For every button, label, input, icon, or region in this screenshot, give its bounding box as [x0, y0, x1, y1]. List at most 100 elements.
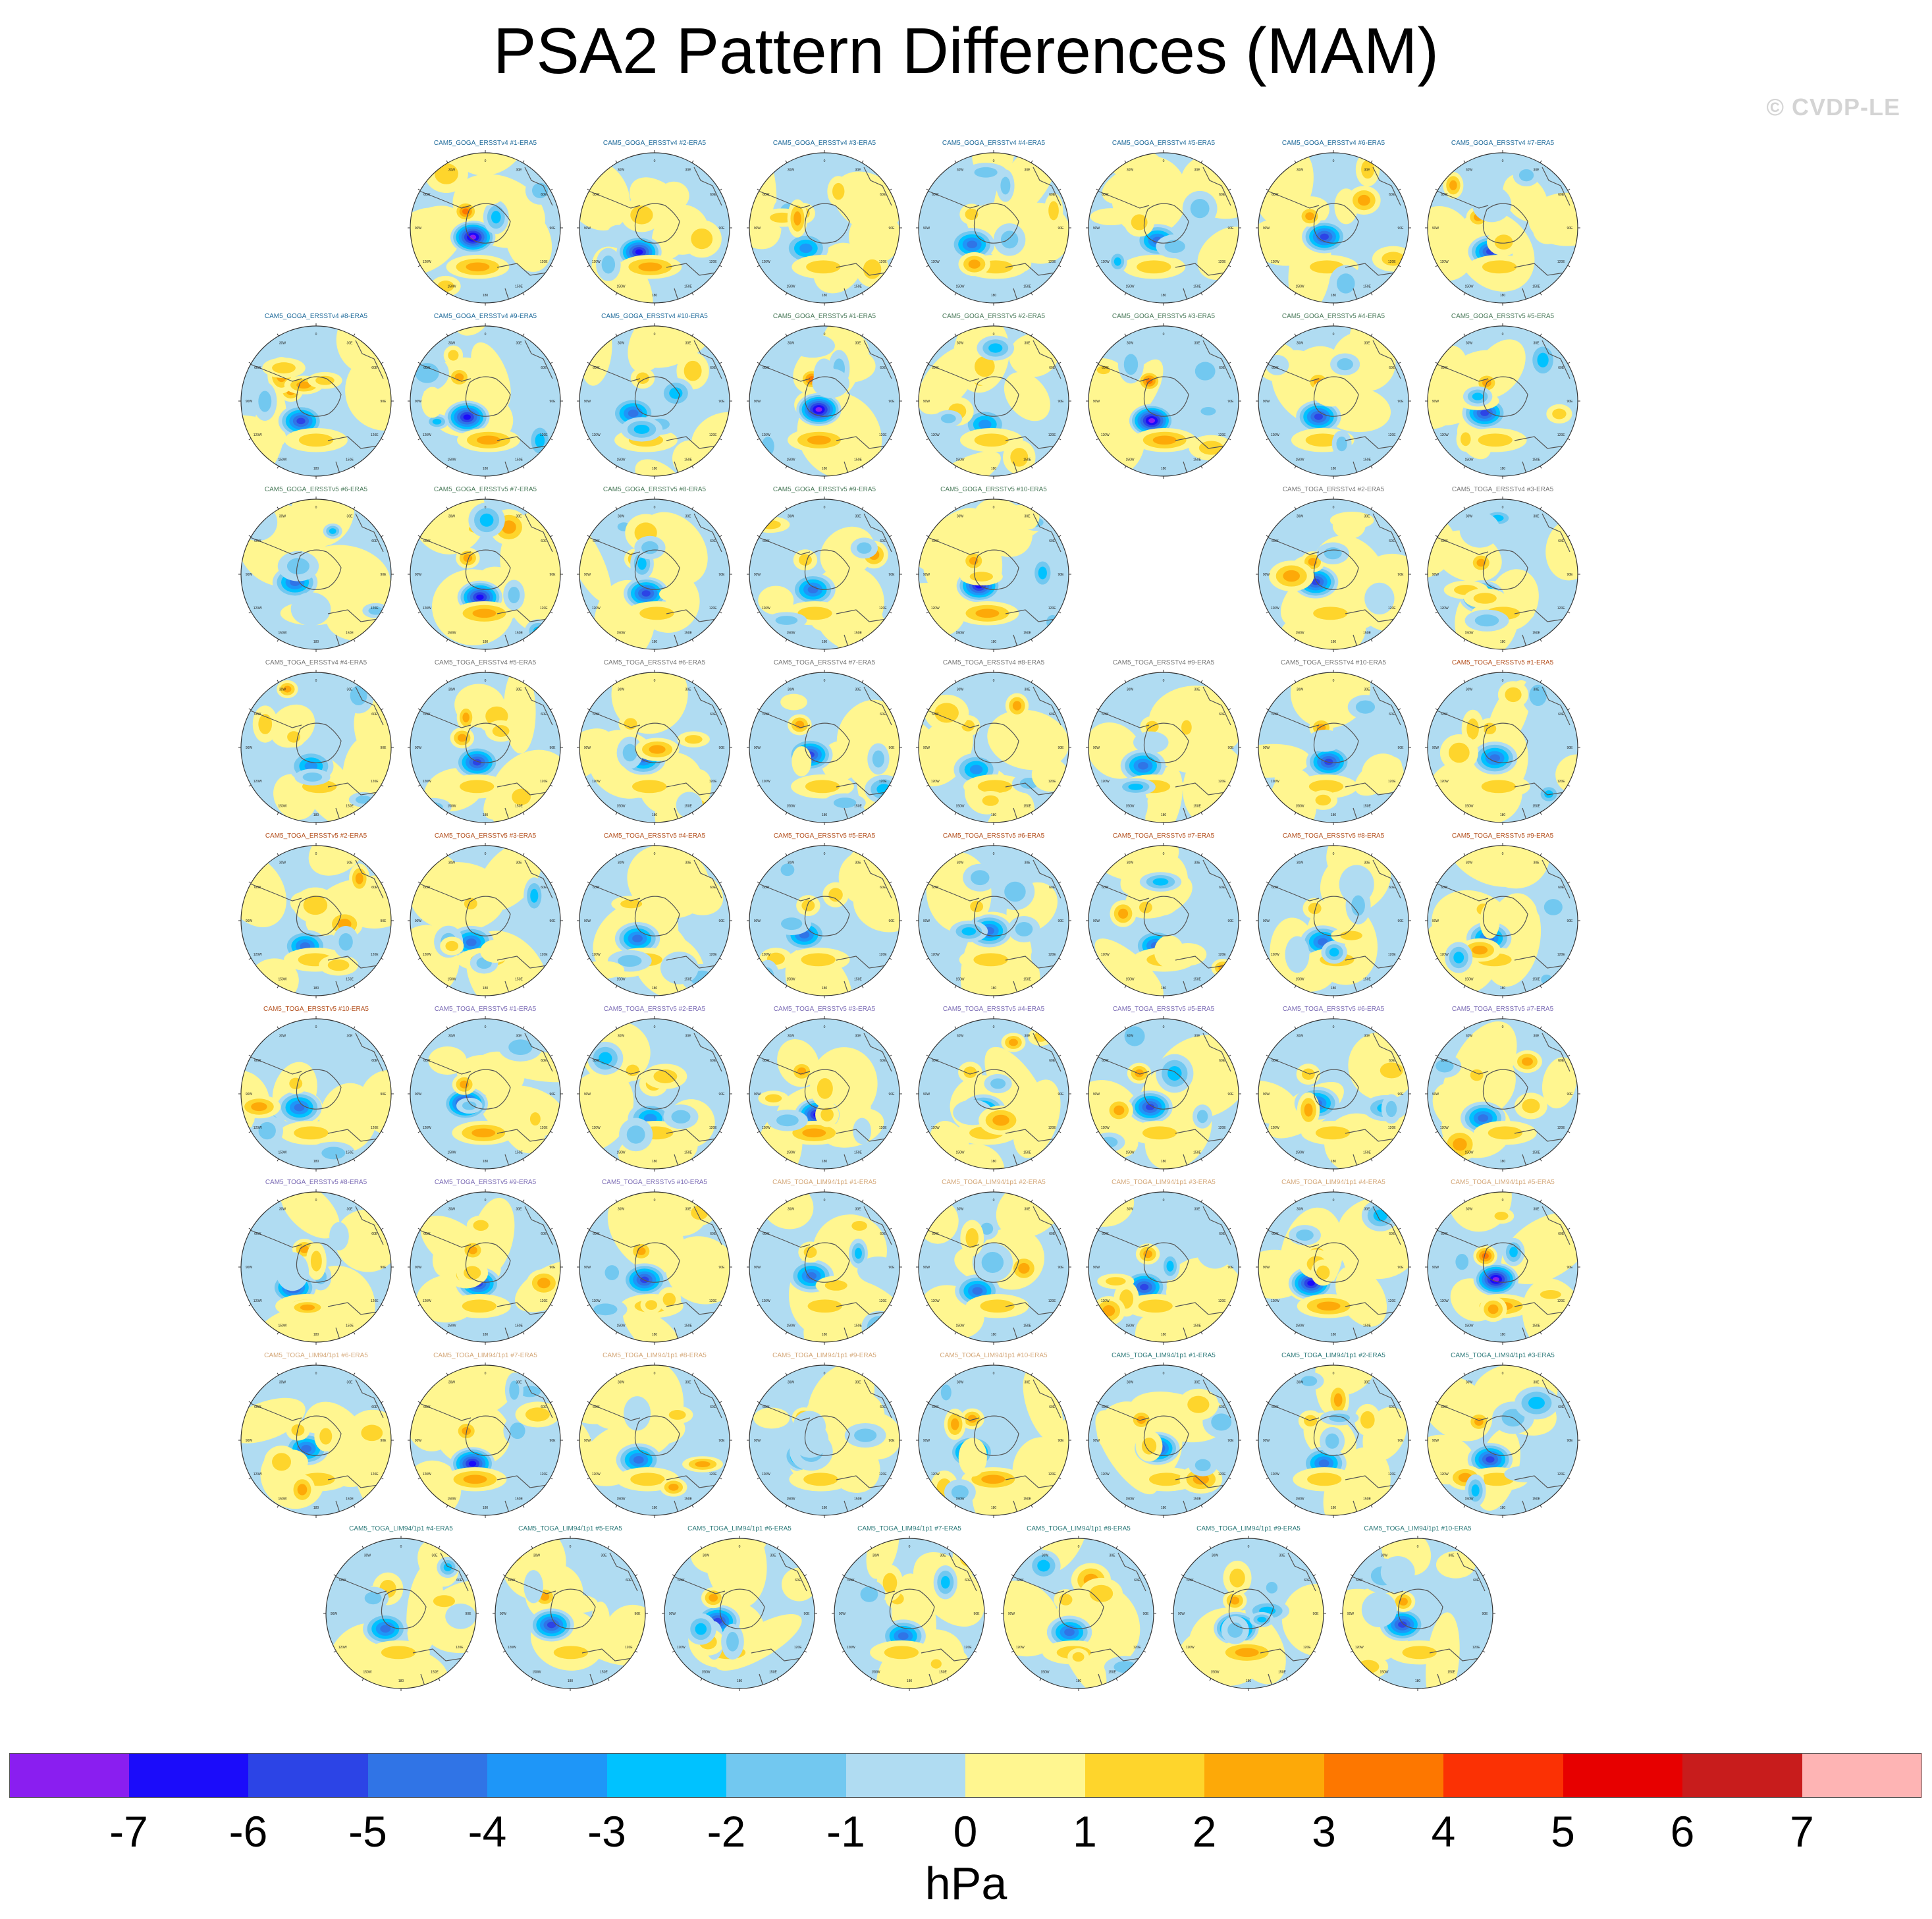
longitude-tick — [672, 1650, 675, 1653]
longitude-tick — [1370, 292, 1373, 296]
longitude-tick — [1398, 1228, 1401, 1230]
longitude-tick — [861, 812, 864, 815]
longitude-label: 0 — [1333, 852, 1335, 856]
south-america-coastline — [758, 1056, 811, 1075]
contour-fill — [632, 934, 643, 942]
contour-fill — [1128, 783, 1144, 790]
longitude-label: 150E — [1532, 632, 1540, 635]
colorbar-tick-label: -2 — [707, 1807, 746, 1856]
longitude-tick — [1181, 1574, 1184, 1577]
contour-fill — [803, 1246, 817, 1258]
antarctica-coastline — [804, 1069, 850, 1110]
longitude-label: 30W — [448, 168, 456, 172]
africa-coastline — [863, 513, 892, 553]
south-america-coastline — [1267, 1056, 1320, 1075]
contour-fill — [759, 520, 781, 529]
longitude-tick — [861, 1158, 864, 1162]
contour-fill — [258, 1122, 276, 1140]
colorbar-tick-label: 1 — [1073, 1807, 1097, 1856]
longitude-label: 180 — [1331, 294, 1337, 298]
longitude-tick — [1540, 1158, 1542, 1162]
longitude-label: 150E — [515, 632, 523, 635]
contour-fill — [1140, 1284, 1149, 1291]
longitude-tick — [550, 265, 553, 267]
contour-fill — [1167, 1066, 1182, 1081]
longitude-label: 30W — [1297, 1207, 1304, 1211]
antarctica-coastline — [296, 722, 342, 763]
longitude-label: 150W — [1125, 805, 1134, 809]
contour-fill — [988, 343, 1003, 353]
longitude-label: 150E — [346, 1324, 354, 1328]
longitude-label: 60E — [880, 886, 886, 890]
longitude-label: 60E — [541, 1059, 547, 1063]
contour-fill — [1200, 407, 1216, 416]
longitude-tick — [1124, 1372, 1127, 1376]
longitude-label: 90W — [839, 1612, 846, 1616]
longitude-label: 120W — [423, 1473, 431, 1476]
map-panel: CAM5_TOGA_ERSSTv5 #4-ERA5 0 30W 60W 90W 120W 1… — [915, 1006, 1073, 1182]
longitude-tick — [954, 1158, 957, 1162]
longitude-tick — [522, 292, 525, 296]
longitude-tick — [417, 1131, 421, 1133]
longitude-tick — [926, 362, 929, 364]
longitude-label: 120E — [371, 607, 379, 610]
anomaly-region — [1479, 846, 1550, 889]
longitude-tick — [446, 812, 448, 815]
longitude-tick — [417, 881, 421, 884]
longitude-tick — [248, 1228, 252, 1230]
longitude-label: 150W — [1464, 458, 1473, 462]
contour-fill — [1488, 1304, 1499, 1314]
longitude-label: 90W — [1263, 1093, 1270, 1096]
contour-fill — [952, 1539, 984, 1575]
longitude-label: 120E — [1557, 1473, 1565, 1476]
contour-fill — [1486, 1456, 1495, 1463]
south-america-coastline — [1267, 883, 1320, 902]
contour-fill — [1196, 1232, 1234, 1269]
longitude-label: 90W — [1178, 1612, 1185, 1616]
longitude-label: 120W — [1101, 1299, 1110, 1303]
anomaly-region — [280, 1192, 340, 1239]
anomaly-region — [1135, 1312, 1192, 1342]
longitude-label: 60W — [932, 539, 939, 543]
longitude-label: 180 — [1500, 467, 1506, 471]
map-panel: CAM5_TOGA_LIM94/1p1 #6-ERA5 0 30W 60W 90W 120… — [237, 1352, 395, 1528]
colorbar-swatch — [965, 1753, 1085, 1798]
longitude-tick — [1031, 1372, 1033, 1376]
longitude-tick — [446, 292, 448, 296]
longitude-label: 90W — [1263, 400, 1270, 404]
longitude-label: 150W — [1464, 1498, 1473, 1501]
longitude-label: 120E — [1557, 780, 1565, 784]
south-america-coastline — [927, 364, 980, 382]
longitude-label: 180 — [991, 1160, 997, 1164]
map-panel: CAM5_TOGA_ERSSTv5 #1-ERA5 0 30W 60W 90W 120W 1… — [1424, 659, 1582, 836]
longitude-tick — [446, 1158, 448, 1162]
panel-title: CAM5_GOGA_ERSSTv5 #3-ERA5 — [1112, 313, 1216, 320]
africa-coastline — [355, 1379, 384, 1419]
longitude-tick — [926, 1228, 929, 1230]
map-panel: CAM5_GOGA_ERSSTv5 #4-ERA5 0 30W 60W 90W 120W 1… — [1254, 313, 1412, 489]
longitude-label: 150W — [1295, 458, 1304, 462]
longitude-label: 90E — [1567, 1266, 1574, 1270]
longitude-label: 90E — [889, 919, 896, 923]
longitude-label: 120E — [1557, 607, 1565, 610]
longitude-label: 0 — [485, 679, 487, 683]
panel-title: CAM5_TOGA_LIM94/1p1 #3-ERA5 — [1112, 1179, 1216, 1186]
africa-coastline — [863, 1379, 892, 1419]
longitude-tick — [522, 1199, 525, 1203]
contour-fill — [639, 607, 674, 620]
longitude-label: 150E — [1023, 1498, 1031, 1501]
longitude-tick — [1435, 362, 1438, 364]
longitude-tick — [1463, 639, 1466, 642]
longitude-tick — [691, 853, 694, 856]
contour-fill — [978, 419, 992, 429]
longitude-tick — [1463, 1026, 1466, 1029]
longitude-label: 30E — [516, 688, 523, 691]
longitude-tick — [1266, 881, 1269, 884]
africa-coastline — [1372, 513, 1401, 553]
longitude-tick — [587, 535, 590, 537]
contour-fill — [329, 1222, 349, 1251]
contour-fill — [1541, 974, 1553, 985]
